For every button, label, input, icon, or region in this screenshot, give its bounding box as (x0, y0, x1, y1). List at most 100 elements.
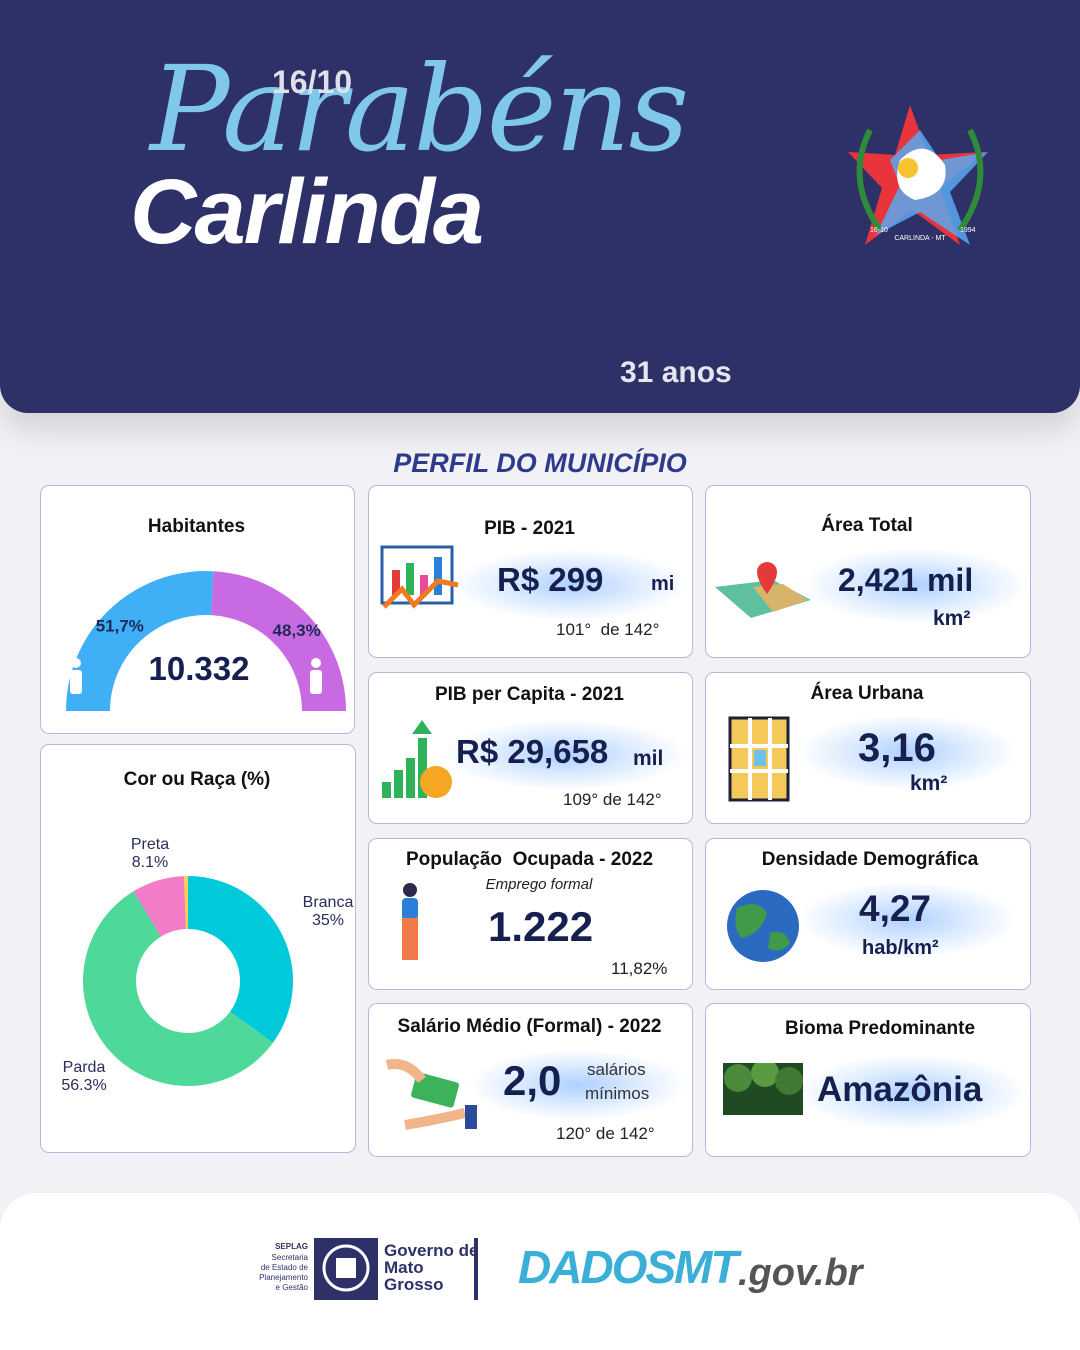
icon-frame (728, 716, 790, 802)
icon-pin (757, 562, 777, 594)
card-title: PIB - 2021 (484, 518, 575, 539)
unit: salários (587, 1060, 646, 1079)
donut-category: Parda (63, 1059, 106, 1076)
glow (800, 882, 1015, 957)
dados-logo: DADOSMT (518, 1241, 739, 1293)
governo-line: Mato (384, 1258, 424, 1277)
glow (800, 1055, 1025, 1130)
card-title: Densidade Demográfica (761, 849, 979, 870)
emblem-branch (957, 128, 984, 232)
value: 2,421 mil (838, 562, 974, 598)
icon-globe-land (735, 904, 790, 951)
icon-bar (406, 758, 415, 798)
icon-tree (775, 1067, 803, 1095)
emblem-text: CARLINDA - MT (894, 235, 946, 242)
donut-slice (82, 891, 273, 1086)
card-title: PIB per Capita - 2021 (434, 684, 625, 705)
emblem: 16-10 CARLINDA - MT 1994 (848, 105, 988, 245)
card-title: Salário Médio (Formal) - 2022 (397, 1016, 662, 1037)
icon-growth (382, 720, 452, 798)
emblem-text: 1994 (960, 227, 976, 234)
icon-bar (434, 557, 442, 595)
icon-coin (420, 766, 452, 798)
value: R$ 299 (497, 561, 604, 598)
glow (805, 548, 1025, 623)
emblem-branch (856, 128, 883, 232)
seplag-line: e Gestão (275, 1283, 308, 1292)
city: Carlinda (130, 161, 484, 263)
donut-value-label: 56.3% (61, 1077, 106, 1094)
icon-bill (411, 1072, 459, 1108)
card-title: Área Urbana (810, 683, 924, 704)
icon-arrow (412, 720, 432, 734)
card-title: População Ocupada - 2022 (405, 849, 654, 870)
value: R$ 29,658 (456, 733, 609, 770)
icon-forest (723, 1063, 803, 1115)
governo-line: Governo de (384, 1241, 479, 1260)
icon-bar (420, 575, 428, 595)
icon-hand (385, 1059, 426, 1084)
donut-slice (133, 876, 187, 937)
value: 1.222 (488, 903, 594, 950)
icon-arrow (382, 578, 459, 609)
icon-bar (406, 563, 414, 595)
unit: mínimos (585, 1084, 650, 1103)
icon-tree (724, 1064, 752, 1092)
section-title: PERFIL DO MUNICÍPIO (393, 448, 687, 478)
icon-city-map (728, 716, 790, 802)
icon-money (385, 1059, 477, 1130)
icon-hand (404, 1108, 467, 1130)
age: 31 anos (620, 356, 732, 389)
donut-slice (188, 876, 293, 1043)
script-title: Parabéns (150, 40, 689, 178)
donut-value-label: 8.1% (132, 854, 168, 871)
icon-head (403, 883, 417, 897)
gauge-segment (211, 571, 346, 711)
donut-category: Branca (303, 894, 354, 911)
gender-icon (71, 658, 81, 668)
total: 10.332 (148, 650, 250, 687)
governo-line: Grosso (384, 1275, 444, 1294)
coat-of-arms (314, 1238, 378, 1300)
icon-block (754, 750, 766, 766)
unit: mi (651, 573, 675, 595)
subtitle: Emprego formal (485, 876, 593, 893)
rank: 109° de 142° (563, 790, 662, 809)
icon-bar (418, 738, 427, 798)
icon-person (402, 883, 418, 960)
icon-bar (392, 570, 400, 595)
icon-tree (751, 1063, 779, 1087)
donut-value-label: 35% (312, 912, 344, 929)
icon-bar (382, 782, 391, 798)
icon-chart (380, 545, 459, 609)
icon-streets (730, 718, 788, 800)
card-title: Cor ou Raça (%) (123, 769, 271, 790)
value: Amazônia (817, 1070, 983, 1109)
icon-globe (727, 890, 799, 962)
glow (445, 720, 685, 790)
seplag-line: de Estado de (260, 1263, 308, 1272)
icon-map (715, 562, 811, 618)
card-populacao (368, 838, 693, 990)
emblem-text: 16-10 (870, 227, 888, 234)
icon-body (402, 898, 418, 920)
unit: mil (633, 747, 664, 770)
gender-icon (70, 670, 82, 694)
card-title: Bioma Predominante (784, 1018, 976, 1039)
value: 4,27 (859, 888, 932, 929)
governo-text: Governo de Mato Grosso (384, 1242, 478, 1293)
rank: 120° de 142° (556, 1124, 655, 1143)
footer (0, 1193, 1080, 1350)
card-title: Habitantes (147, 516, 246, 537)
coat-ring (322, 1244, 370, 1292)
glow (800, 715, 1015, 790)
donut-category: Preta (131, 836, 169, 853)
date: 16/10 (272, 64, 353, 100)
donut-slice (184, 876, 188, 930)
gauge: 51,7% 48,3% (66, 571, 346, 711)
unit: km² (910, 772, 948, 795)
seplag-text: Secretaria de Estado de Planejamento e Gest… (230, 1253, 308, 1293)
gauge-segment (66, 571, 214, 711)
